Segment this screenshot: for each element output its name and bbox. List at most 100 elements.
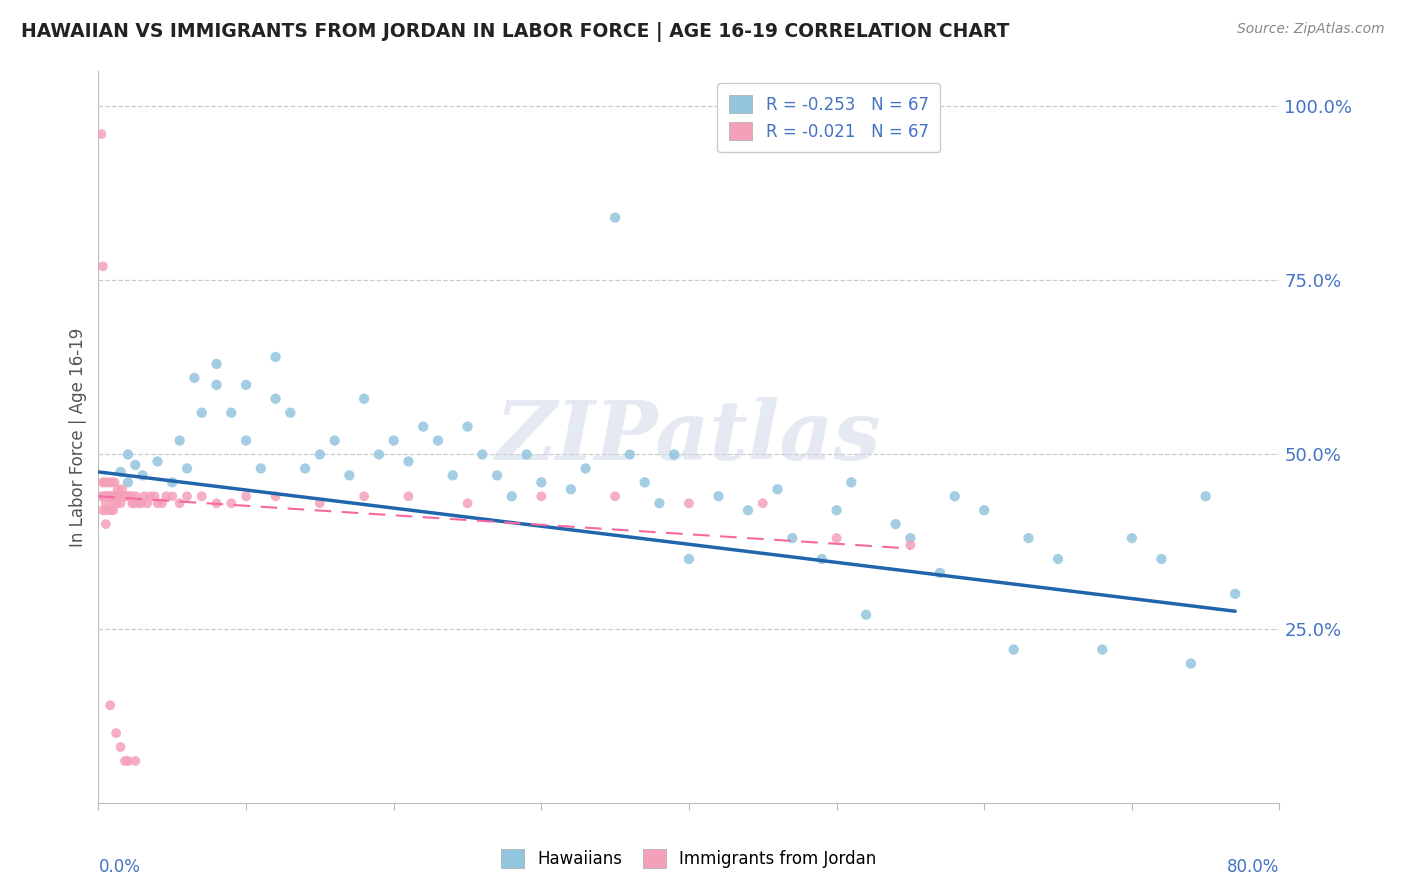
- Point: [162, 489, 183, 503]
- Point: [121, 496, 143, 510]
- Point: [501, 489, 523, 503]
- Point: [664, 448, 686, 462]
- Point: [91, 260, 114, 274]
- Point: [205, 496, 228, 510]
- Point: [146, 496, 169, 510]
- Point: [114, 754, 136, 768]
- Point: [90, 489, 112, 503]
- Point: [111, 489, 134, 503]
- Point: [900, 538, 922, 552]
- Point: [575, 461, 598, 475]
- Point: [382, 434, 405, 448]
- Point: [110, 740, 132, 755]
- Point: [235, 377, 257, 392]
- Point: [825, 503, 848, 517]
- Point: [221, 406, 243, 420]
- Point: [309, 448, 332, 462]
- Point: [110, 465, 132, 479]
- Point: [339, 468, 361, 483]
- Point: [634, 475, 657, 490]
- Point: [94, 496, 117, 510]
- Point: [191, 489, 214, 503]
- Point: [884, 517, 907, 532]
- Point: [146, 454, 169, 468]
- Point: [124, 489, 146, 503]
- Point: [737, 503, 759, 517]
- Point: [1002, 642, 1025, 657]
- Point: [235, 434, 257, 448]
- Point: [530, 475, 553, 490]
- Point: [129, 496, 152, 510]
- Point: [100, 489, 122, 503]
- Point: [605, 489, 627, 503]
- Point: [183, 371, 205, 385]
- Point: [104, 489, 127, 503]
- Point: [855, 607, 877, 622]
- Point: [96, 475, 118, 490]
- Point: [112, 489, 135, 503]
- Point: [205, 377, 228, 392]
- Point: [155, 489, 177, 503]
- Point: [368, 448, 391, 462]
- Point: [98, 698, 121, 713]
- Point: [107, 489, 129, 503]
- Point: [94, 517, 117, 532]
- Point: [103, 496, 125, 510]
- Point: [94, 503, 117, 517]
- Point: [471, 448, 494, 462]
- Point: [105, 496, 128, 510]
- Point: [139, 489, 162, 503]
- Point: [294, 461, 316, 475]
- Point: [104, 475, 127, 490]
- Point: [1150, 552, 1173, 566]
- Point: [516, 448, 538, 462]
- Point: [457, 496, 479, 510]
- Point: [412, 419, 434, 434]
- Point: [110, 496, 132, 510]
- Point: [707, 489, 730, 503]
- Point: [1121, 531, 1143, 545]
- Point: [98, 489, 121, 503]
- Point: [280, 406, 302, 420]
- Legend: R = -0.253   N = 67, R = -0.021   N = 67: R = -0.253 N = 67, R = -0.021 N = 67: [717, 83, 941, 153]
- Point: [98, 503, 121, 517]
- Point: [766, 483, 789, 497]
- Point: [124, 754, 146, 768]
- Point: [235, 489, 257, 503]
- Point: [1091, 642, 1114, 657]
- Text: 0.0%: 0.0%: [98, 858, 141, 876]
- Point: [264, 392, 287, 406]
- Point: [530, 489, 553, 503]
- Point: [900, 531, 922, 545]
- Text: Source: ZipAtlas.com: Source: ZipAtlas.com: [1237, 22, 1385, 37]
- Point: [678, 552, 700, 566]
- Point: [169, 496, 191, 510]
- Point: [120, 489, 142, 503]
- Point: [752, 496, 775, 510]
- Point: [810, 552, 832, 566]
- Point: [105, 726, 128, 740]
- Point: [353, 392, 375, 406]
- Point: [91, 475, 114, 490]
- Point: [943, 489, 966, 503]
- Point: [169, 434, 191, 448]
- Point: [150, 496, 173, 510]
- Point: [117, 475, 139, 490]
- Point: [132, 468, 155, 483]
- Text: 80.0%: 80.0%: [1227, 858, 1279, 876]
- Point: [782, 531, 804, 545]
- Point: [103, 503, 125, 517]
- Point: [205, 357, 228, 371]
- Point: [93, 475, 115, 490]
- Point: [103, 489, 125, 503]
- Point: [117, 448, 139, 462]
- Point: [560, 483, 582, 497]
- Point: [398, 454, 420, 468]
- Text: HAWAIIAN VS IMMIGRANTS FROM JORDAN IN LABOR FORCE | AGE 16-19 CORRELATION CHART: HAWAIIAN VS IMMIGRANTS FROM JORDAN IN LA…: [21, 22, 1010, 42]
- Point: [136, 496, 159, 510]
- Point: [619, 448, 641, 462]
- Point: [122, 496, 145, 510]
- Point: [648, 496, 671, 510]
- Point: [1046, 552, 1070, 566]
- Point: [1195, 489, 1218, 503]
